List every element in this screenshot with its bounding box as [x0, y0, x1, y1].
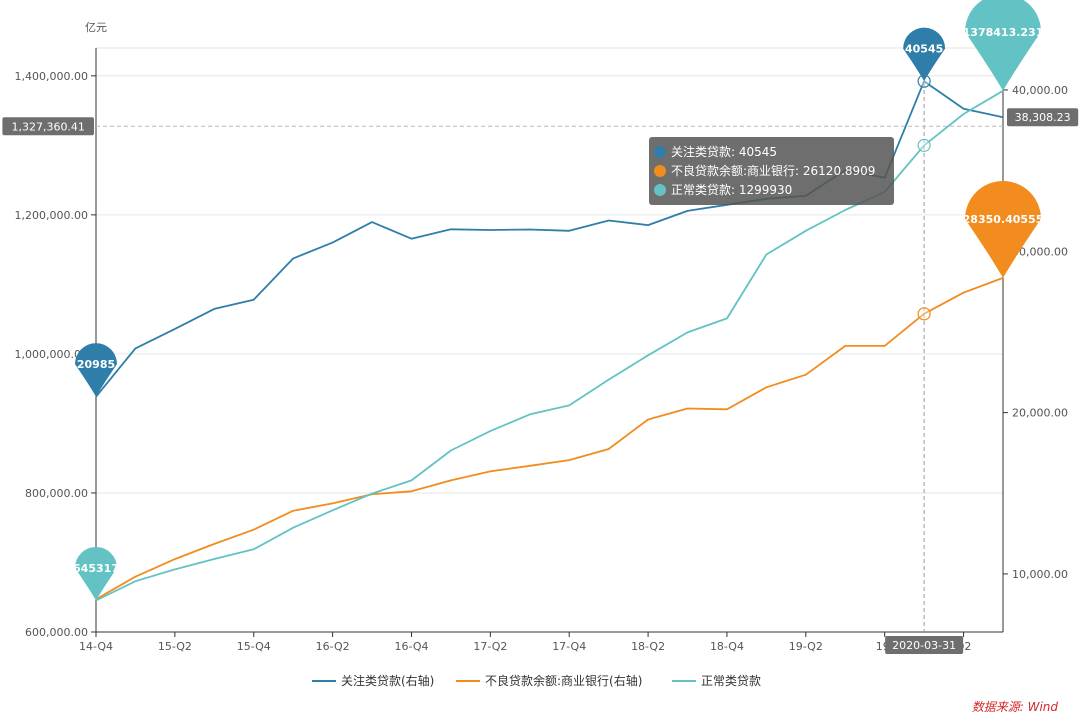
data-source-note: 数据来源: Wind	[971, 700, 1058, 714]
right-axis-tick-label: 10,000.00	[1012, 568, 1068, 581]
x-axis-tick-label: 18-Q4	[710, 640, 744, 653]
x-axis-tick-label: 19-Q2	[789, 640, 823, 653]
tooltip-row-2: 正常类贷款: 1299930	[671, 183, 792, 197]
legend-label-2: 正常类贷款	[701, 674, 761, 688]
series-line-1	[95, 277, 1004, 601]
right-axis-tick-label: 20,000.00	[1012, 407, 1068, 420]
legend-label-1: 不良贷款余额:商业银行(右轴)	[485, 673, 642, 688]
crosshair-x-label-bg	[885, 636, 964, 654]
tooltip: 关注类贷款: 40545 不良贷款余额:商业银行: 26120.8909 正常类贷款…	[649, 137, 894, 205]
marker-pin-label-2: 645317	[73, 562, 119, 575]
x-axis-tick-label: 14-Q4	[79, 640, 113, 653]
marker-pin-label-3: 1378413.231	[963, 26, 1044, 39]
tooltip-swatch-1	[654, 165, 666, 177]
x-axis-tick-label: 18-Q2	[631, 640, 665, 653]
left-axis-unit-label: 亿元	[85, 21, 107, 34]
left-axis-tick-label: 800,000.00	[25, 487, 88, 500]
left-axis-tick-label: 1,200,000.00	[15, 209, 88, 222]
marker-pins: 20985 40545 645317 1378413.231 28350.40555	[73, 0, 1044, 601]
crosshair-x-label: 2020-03-31	[892, 639, 956, 652]
left-axis-tick-label: 1,000,000.00	[15, 348, 88, 361]
left-axis-tick-label: 600,000.00	[25, 626, 88, 639]
marker-pin-label-1: 40545	[905, 43, 943, 56]
x-axis-tick-label: 16-Q4	[394, 640, 428, 653]
hover-point-1	[917, 307, 931, 321]
legend: 关注类贷款(右轴) 不良贷款余额:商业银行(右轴) 正常类贷款	[312, 673, 761, 688]
x-axis-tick-label: 17-Q4	[552, 640, 586, 653]
x-axis-tick-label: 15-Q4	[237, 640, 271, 653]
marker-pin-label-0: 20985	[77, 358, 115, 371]
marker-pin-0	[75, 343, 117, 397]
series-line-2	[95, 90, 1004, 602]
grid-lines	[96, 47, 1003, 633]
crosshair-right-value-label: 38,308.23	[1015, 111, 1071, 124]
tooltip-row-1: 不良贷款余额:商业银行: 26120.8909	[671, 163, 875, 178]
marker-pin-4	[965, 180, 1041, 278]
left-axis-tick-label: 1,400,000.00	[15, 70, 88, 83]
crosshair-left-value-label: 1,327,360.41	[11, 120, 84, 133]
marker-pin-2	[75, 546, 117, 601]
marker-pin-label-4: 28350.40555	[963, 213, 1044, 226]
marker-pin-1	[903, 27, 946, 82]
tooltip-box	[649, 137, 894, 205]
x-axis-tick-label: 16-Q2	[316, 640, 350, 653]
crosshair-right-value-label-bg	[1007, 108, 1079, 127]
crosshair-left-value-label-bg	[2, 117, 94, 136]
right-axis-tick-label: 40,000.00	[1012, 84, 1068, 97]
series-line-0	[95, 80, 1004, 398]
marker-pin-3	[965, 0, 1041, 91]
tooltip-swatch-0	[654, 146, 666, 158]
axes: 600,000.00 800,000.00 1,000,000.00 1,200,00…	[15, 48, 1068, 653]
tooltip-row-0: 关注类贷款: 40545	[671, 144, 777, 159]
tooltip-swatch-2	[654, 184, 666, 196]
x-axis-tick-label: 15-Q2	[158, 640, 192, 653]
crosshair: 1,327,360.41 38,308.23 2020-03-31	[2, 48, 1079, 654]
right-axis-tick-label: 30,000.00	[1012, 245, 1068, 258]
legend-label-0: 关注类贷款(右轴)	[341, 673, 434, 688]
x-axis-tick-label: 17-Q2	[473, 640, 507, 653]
hover-point-2	[917, 138, 931, 152]
